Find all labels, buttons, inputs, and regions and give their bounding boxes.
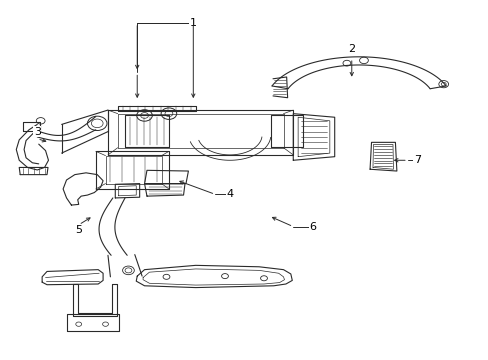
Text: 6: 6 <box>308 222 316 231</box>
Text: 3: 3 <box>34 127 41 136</box>
Text: 2: 2 <box>347 44 355 54</box>
Text: 7: 7 <box>413 155 420 165</box>
Text: 4: 4 <box>226 189 233 199</box>
Text: 1: 1 <box>189 18 196 28</box>
Text: 5: 5 <box>75 225 82 235</box>
